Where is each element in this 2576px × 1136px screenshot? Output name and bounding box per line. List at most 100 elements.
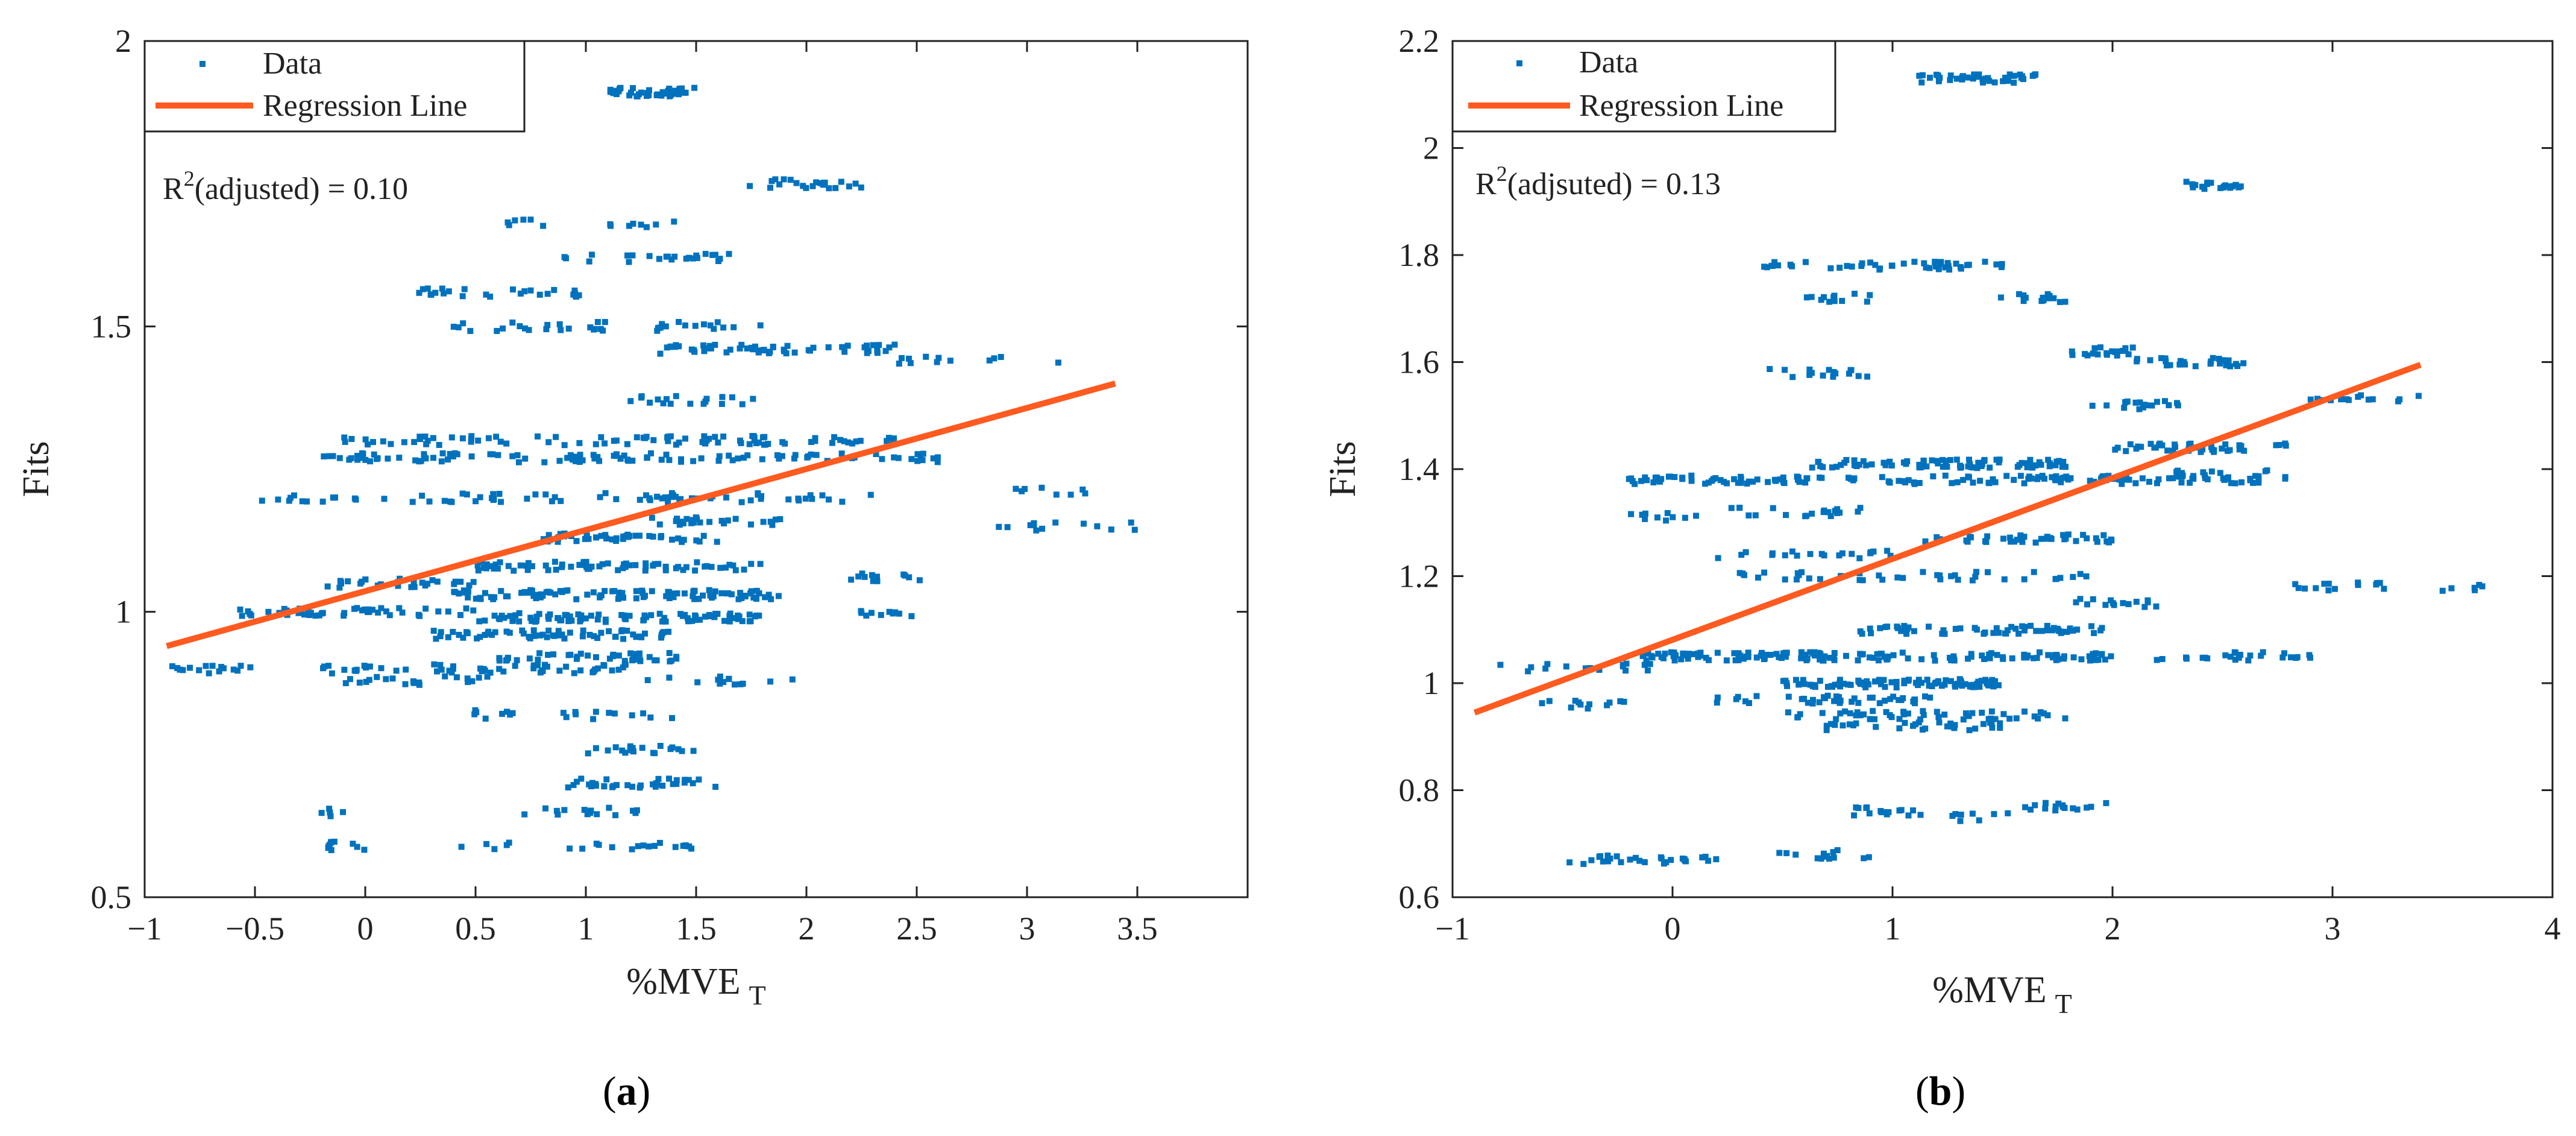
data-point (1827, 655, 1833, 661)
data-point (647, 497, 653, 503)
data-point (1857, 712, 1864, 719)
x-tick-label: −1 (1435, 910, 1469, 947)
data-point (415, 611, 422, 618)
data-point (450, 663, 456, 670)
y-tick-label: 0.5 (91, 879, 132, 915)
data-point (623, 533, 629, 539)
data-point (318, 610, 325, 617)
data-point (1108, 526, 1114, 533)
data-point (1991, 811, 1997, 818)
data-point (610, 651, 617, 658)
data-point (1861, 681, 1868, 688)
data-point (2217, 185, 2224, 191)
data-point (2002, 630, 2008, 637)
data-point (793, 180, 800, 186)
data-point (2240, 360, 2247, 367)
data-point (445, 456, 451, 463)
data-point (561, 807, 568, 813)
data-point (1904, 458, 1911, 464)
data-point (299, 498, 306, 505)
data-point (473, 498, 479, 505)
data-point (1953, 75, 1960, 82)
data-point (1768, 262, 1775, 269)
data-point (1994, 652, 2000, 658)
data-point (2220, 357, 2226, 364)
data-point (635, 843, 641, 850)
data-point (501, 614, 507, 621)
data-point (463, 491, 470, 497)
data-point (476, 618, 483, 625)
data-point (1968, 464, 1974, 470)
data-point (825, 344, 832, 350)
data-point (1851, 812, 1858, 819)
data-point (593, 654, 599, 660)
data-point (2179, 472, 2186, 479)
data-point (629, 846, 635, 853)
data-point (1053, 491, 1060, 498)
data-point (1067, 491, 1074, 498)
x-tick-label: 0.5 (455, 910, 496, 947)
data-point (878, 611, 884, 618)
data-point (2019, 623, 2026, 630)
data-point (419, 286, 426, 292)
data-point (1950, 653, 1957, 660)
data-point (1979, 76, 1986, 83)
data-point (656, 256, 662, 262)
data-point (1872, 262, 1879, 268)
data-point (1896, 716, 1903, 722)
data-point (726, 675, 732, 682)
data-point (1803, 513, 1810, 519)
data-point (473, 595, 479, 602)
data-point (650, 781, 656, 787)
data-point (606, 628, 612, 634)
data-point (587, 810, 594, 816)
data-point (328, 839, 335, 845)
data-point (605, 560, 611, 567)
data-point (2381, 585, 2387, 592)
data-point (591, 633, 597, 639)
data-point (1849, 698, 1855, 705)
data-point (1900, 478, 1907, 484)
data-point (667, 400, 674, 407)
data-point (740, 680, 746, 687)
data-point (514, 452, 521, 458)
data-point (712, 610, 719, 617)
data-point (1746, 700, 1752, 706)
data-point (1618, 859, 1624, 865)
data-point (1982, 259, 1988, 265)
data-point (1798, 569, 1805, 575)
data-point (1731, 650, 1738, 657)
data-point (457, 612, 463, 618)
data-point (542, 491, 549, 498)
data-point (690, 780, 696, 786)
data-point (1876, 677, 1882, 683)
data-point (717, 680, 723, 687)
data-point (690, 748, 697, 754)
data-point (2005, 810, 2011, 816)
data-point (2147, 441, 2154, 447)
data-point (1968, 651, 1974, 657)
data-point (742, 593, 749, 600)
data-point (1642, 474, 1648, 481)
data-point (602, 319, 608, 325)
data-point (729, 394, 735, 400)
data-point (2022, 804, 2029, 810)
data-point (696, 538, 703, 545)
data-point (717, 564, 724, 571)
data-point (609, 536, 615, 543)
data-point (341, 610, 348, 616)
data-point (1714, 694, 1721, 701)
data-point (633, 595, 639, 602)
data-point (551, 494, 558, 500)
data-point (741, 566, 747, 573)
data-point (572, 708, 579, 715)
data-point (2281, 650, 2287, 657)
data-point (1597, 853, 1604, 859)
data-point (1896, 478, 1902, 484)
data-point (426, 498, 433, 505)
data-point (1728, 505, 1735, 511)
data-point (2022, 294, 2029, 301)
data-point (727, 346, 734, 353)
data-point (2153, 603, 2160, 610)
data-point (363, 678, 369, 685)
